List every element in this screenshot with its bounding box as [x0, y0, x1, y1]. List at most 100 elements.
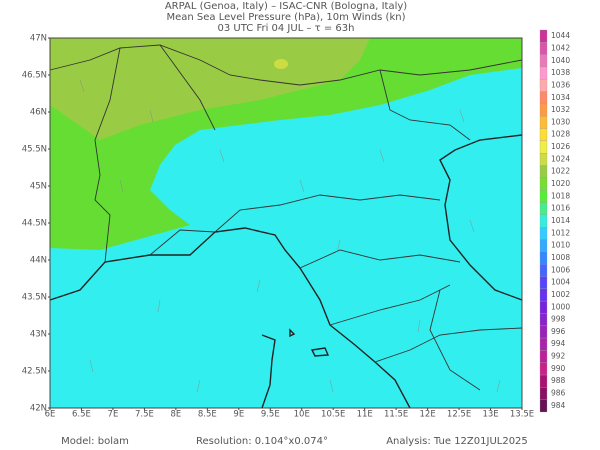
colorbar-label: 1040 — [551, 56, 570, 65]
colorbar-label: 990 — [551, 364, 566, 373]
colorbar-swatch — [539, 214, 548, 228]
colorbar-label: 1020 — [551, 179, 570, 188]
lon-label: 13E — [482, 410, 498, 420]
colorbar-swatch — [539, 54, 548, 68]
colorbar-swatch — [539, 190, 548, 203]
lat-label: 46N — [30, 108, 47, 118]
colorbar-label: 1042 — [551, 43, 570, 52]
colorbar-swatch — [539, 103, 548, 117]
colorbar-label: 1038 — [551, 68, 570, 77]
colorbar-label: 1002 — [551, 290, 570, 299]
colorbar-label: 988 — [551, 376, 566, 385]
colorbar-label: 1012 — [551, 228, 570, 237]
footer-analysis: Analysis: Tue 12Z01JUL2025 — [386, 436, 528, 447]
colorbar-label: 998 — [551, 315, 566, 324]
footer-model: Model: bolam — [61, 436, 129, 447]
footer-resolution: Resolution: 0.104°x0.074° — [196, 436, 328, 447]
lon-label: 13.5E — [510, 410, 534, 420]
colorbar-label: 984 — [551, 401, 566, 410]
header-line: 03 UTC Fri 04 JUL – τ = 63h — [218, 23, 355, 34]
colorbar-label: 1014 — [551, 216, 570, 225]
lon-label: 6.5E — [72, 410, 91, 420]
lat-label: 42N — [30, 404, 47, 414]
colorbar-label: 1032 — [551, 105, 570, 114]
lat-label: 47N — [30, 34, 47, 44]
colorbar-label: 1024 — [551, 154, 570, 163]
colorbar-label: 992 — [551, 352, 566, 361]
colorbar-swatch — [539, 177, 548, 191]
lat-label: 43.5N — [22, 293, 47, 303]
colorbar-label: 1026 — [551, 142, 570, 151]
colorbar-swatch — [539, 165, 548, 179]
lon-label: 9E — [233, 410, 244, 420]
lon-label: 8.5E — [198, 410, 217, 420]
colorbar-label: 1030 — [551, 117, 570, 126]
lon-label: 9.5E — [261, 410, 280, 420]
colorbar-swatch — [539, 387, 548, 400]
colorbar-swatch — [539, 325, 548, 339]
colorbar-label: 1000 — [551, 302, 570, 311]
lon-label: 12E — [420, 410, 436, 420]
lat-label: 42.5N — [22, 367, 47, 377]
colorbar-swatch — [539, 276, 548, 289]
colorbar-label: 1016 — [551, 204, 570, 213]
colorbar-swatch — [539, 140, 548, 154]
map-area — [49, 37, 523, 409]
pressure-band — [50, 38, 370, 140]
pressure-cell — [274, 59, 288, 69]
lat-label: 43N — [30, 330, 47, 340]
colorbar-label: 1036 — [551, 80, 570, 89]
lon-label: 7E — [108, 410, 119, 420]
colorbar-swatch — [539, 374, 548, 388]
lat-label: 45N — [30, 182, 47, 192]
header-line: Mean Sea Level Pressure (hPa), 10m Winds… — [167, 12, 406, 23]
colorbar-swatch — [539, 362, 548, 376]
colorbar-swatch — [539, 337, 548, 351]
colorbar-swatch — [539, 153, 548, 166]
colorbar-swatch — [539, 399, 548, 413]
colorbar-label: 1010 — [551, 241, 570, 250]
colorbar-label: 1028 — [551, 130, 570, 139]
colorbar-label: 1006 — [551, 265, 570, 274]
colorbar-swatch — [539, 313, 548, 326]
colorbar-swatch — [539, 239, 548, 252]
colorbar-label: 1022 — [551, 167, 570, 176]
lat-label: 46.5N — [22, 71, 47, 81]
lon-label: 11.5E — [384, 410, 408, 420]
lat-label: 44N — [30, 256, 47, 266]
colorbar-label: 996 — [551, 327, 566, 336]
colorbar-swatch — [539, 300, 548, 314]
lon-label: 11E — [357, 410, 373, 420]
lat-label: 45.5N — [22, 145, 47, 155]
lat-label: 44.5N — [22, 219, 47, 229]
colorbar-swatch — [539, 42, 548, 55]
colorbar-label: 994 — [551, 339, 566, 348]
colorbar-swatch — [539, 66, 548, 80]
colorbar-swatch — [539, 227, 548, 240]
colorbar-swatch — [539, 116, 548, 129]
colorbar-label: 1034 — [551, 93, 570, 102]
colorbar-swatch — [539, 263, 548, 277]
wind-barbs — [79, 79, 501, 393]
colorbar-label: 1044 — [551, 31, 570, 40]
colorbar-swatch — [539, 128, 548, 142]
colorbar-swatch — [539, 202, 548, 215]
colorbar-swatch — [539, 251, 548, 265]
colorbar-label: 1004 — [551, 278, 570, 287]
lon-label: 7.5E — [135, 410, 154, 420]
colorbar-swatch — [539, 350, 548, 363]
colorbar-swatch — [539, 91, 548, 105]
lon-label: 8E — [170, 410, 181, 420]
colorbar-swatch — [539, 29, 548, 43]
colorbar-swatch — [539, 79, 548, 92]
colorbar-label: 1018 — [551, 191, 570, 200]
lon-label: 12.5E — [447, 410, 471, 420]
colorbar-label: 986 — [551, 389, 566, 398]
header-line: ARPAL (Genoa, Italy) – ISAC-CNR (Bologna… — [165, 1, 407, 12]
lon-label: 6E — [45, 410, 56, 420]
colorbar-label: 1008 — [551, 253, 570, 262]
lon-label: 10E — [294, 410, 310, 420]
border — [49, 44, 523, 391]
coastline — [49, 134, 523, 409]
